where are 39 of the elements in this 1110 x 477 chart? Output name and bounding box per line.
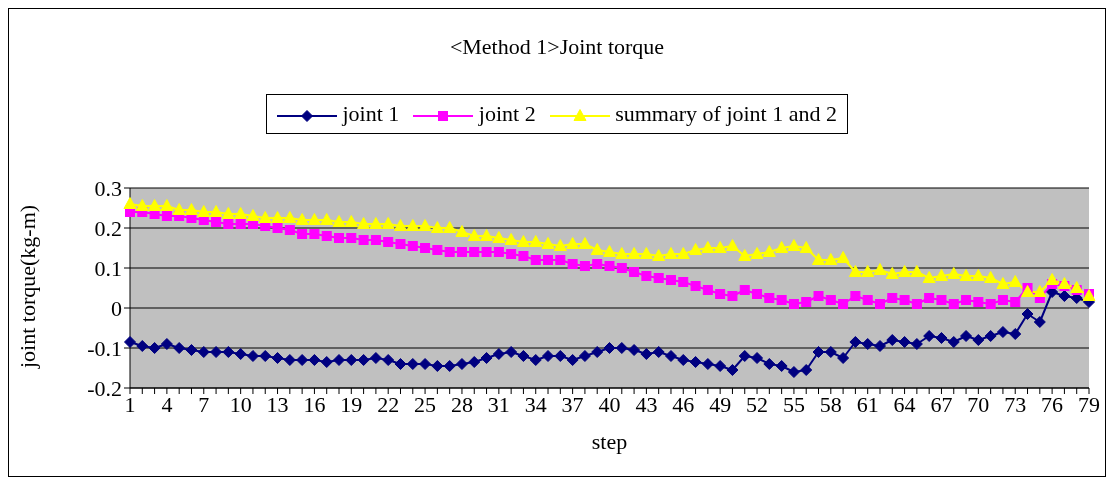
x-tick-label: 52	[746, 391, 769, 417]
x-tick-label: 28	[450, 391, 473, 417]
legend-label: summary of joint 1 and 2	[614, 101, 837, 127]
x-tick-label: 34	[524, 391, 547, 417]
x-tick-label: 73	[1004, 391, 1027, 417]
x-tick-label: 49	[709, 391, 732, 417]
x-axis-title: step	[591, 429, 628, 454]
x-tick-label: 37	[561, 391, 584, 417]
x-tick-label: 40	[598, 391, 621, 417]
x-tick-label: 4	[161, 391, 173, 417]
x-tick-label: 13	[266, 391, 289, 417]
y-tick-label: 0.1	[94, 255, 122, 281]
x-tick-label: 43	[635, 391, 658, 417]
x-tick-label: 76	[1041, 391, 1064, 417]
x-tick-label: 19	[340, 391, 363, 417]
y-tick-label: -0.2	[87, 375, 122, 401]
x-tick-label: 55	[782, 391, 805, 417]
x-tick-label: 22	[377, 391, 400, 417]
x-tick-label: 67	[930, 391, 953, 417]
x-tick-label: 16	[303, 391, 326, 417]
y-tick-label: 0	[111, 295, 122, 321]
legend-label: joint 1	[341, 101, 400, 127]
legend-label: joint 2	[477, 101, 536, 127]
x-tick-label: 70	[967, 391, 990, 417]
x-tick-label: 10	[229, 391, 252, 417]
x-tick-label: 46	[672, 391, 695, 417]
x-tick-label: 7	[198, 391, 210, 417]
x-tick-label: 61	[856, 391, 879, 417]
x-tick-label: 58	[819, 391, 842, 417]
y-tick-label: 0.2	[94, 215, 122, 241]
x-tick-label: 31	[487, 391, 510, 417]
x-tick-label: 64	[893, 391, 916, 417]
y-axis-title: joint torque(kg-m)	[14, 204, 40, 369]
y-tick-label: 0.3	[94, 175, 122, 201]
x-tick-label: 1	[124, 391, 136, 417]
chart-title: <Method 1>Joint torque	[448, 34, 666, 60]
x-tick-label: 79	[1078, 391, 1100, 417]
x-tick-label: 25	[414, 391, 437, 417]
y-tick-label: -0.1	[87, 335, 122, 361]
